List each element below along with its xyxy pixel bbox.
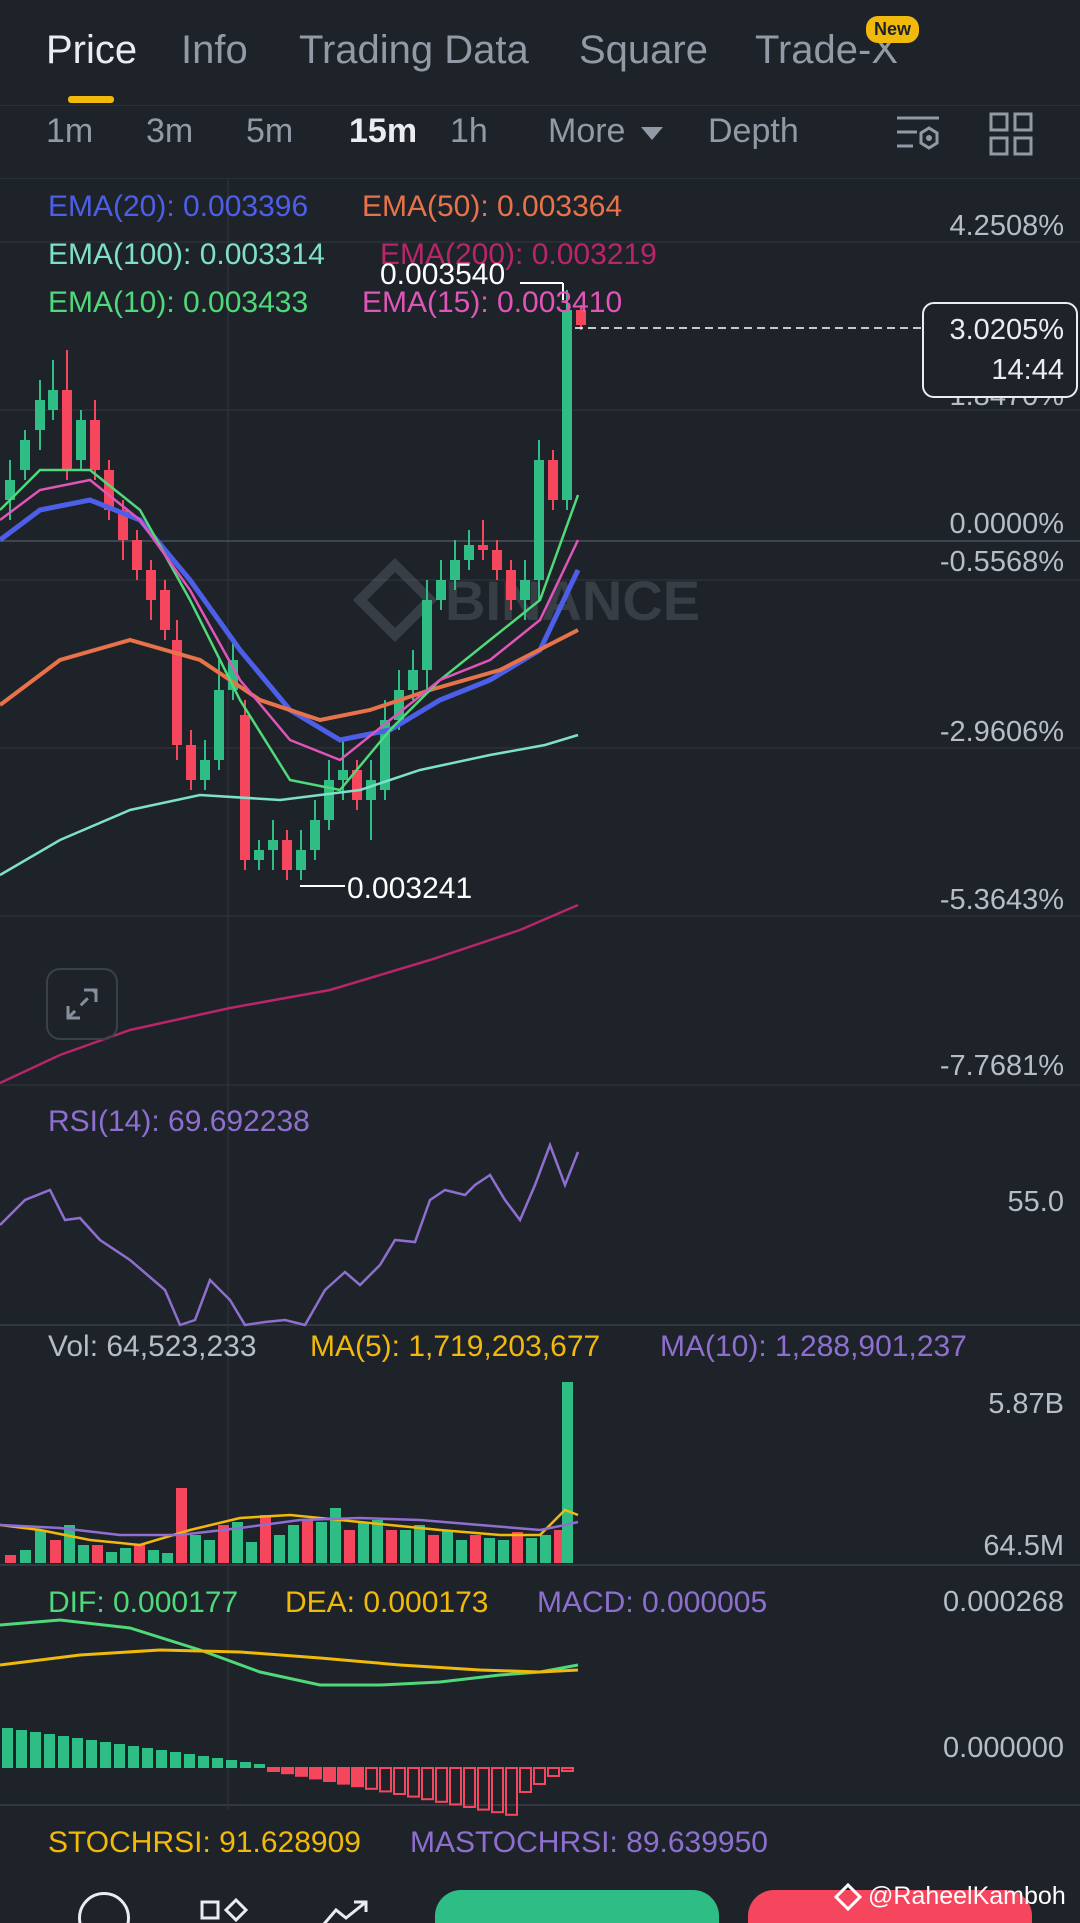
markets-icon[interactable] bbox=[200, 1898, 252, 1923]
sell-button[interactable] bbox=[748, 1890, 1032, 1923]
binance-logo-icon bbox=[833, 1883, 863, 1912]
dea-label: DEA: 0.000173 bbox=[285, 1586, 489, 1619]
ema15-label: EMA(15): 0.003410 bbox=[362, 286, 623, 319]
interval-1h[interactable]: 1h bbox=[450, 112, 488, 150]
tabs-divider bbox=[0, 105, 1080, 106]
dif-label: DIF: 0.000177 bbox=[48, 1586, 239, 1619]
high-price-label: 0.003540 bbox=[380, 258, 506, 291]
depth-tab[interactable]: Depth bbox=[708, 112, 799, 150]
axis-label-3: 0.0000% bbox=[949, 508, 1065, 540]
more-label: More bbox=[548, 112, 626, 150]
axis-label-1: 4.2508% bbox=[949, 210, 1065, 242]
vol-label: Vol: 64,523,233 bbox=[48, 1330, 257, 1363]
interval-15m[interactable]: 15m bbox=[349, 112, 418, 150]
trade-arrow-icon[interactable] bbox=[320, 1898, 372, 1923]
buy-button[interactable] bbox=[435, 1890, 719, 1923]
ma10-line bbox=[0, 1516, 579, 1537]
axis-label-6: -5.3643% bbox=[939, 884, 1064, 916]
axis-label-5: -2.9606% bbox=[939, 716, 1064, 748]
tab-trading-data[interactable]: Trading Data bbox=[299, 28, 529, 72]
ema10-label: EMA(10): 0.003433 bbox=[48, 286, 309, 319]
interval-divider bbox=[0, 178, 1080, 179]
current-price-pct: 3.0205% bbox=[949, 314, 1065, 346]
macd-axis-mid: 0.000000 bbox=[943, 1732, 1064, 1764]
dea-line bbox=[0, 1648, 579, 1674]
interval-3m[interactable]: 3m bbox=[146, 112, 194, 150]
mastochrsi-label: MASTOCHRSI: 89.639950 bbox=[410, 1826, 768, 1859]
low-price-label: 0.003241 bbox=[347, 872, 473, 905]
ema100-label: EMA(100): 0.003314 bbox=[48, 238, 325, 271]
tab-underline bbox=[68, 96, 114, 103]
macd-histogram bbox=[2, 1728, 574, 1816]
ma10-label: MA(10): 1,288,901,237 bbox=[660, 1330, 967, 1363]
ma5-line bbox=[0, 1508, 579, 1547]
rsi-axis-label: 55.0 bbox=[1007, 1186, 1064, 1218]
more-dropdown[interactable]: More bbox=[548, 112, 663, 151]
rsi-line bbox=[0, 1141, 580, 1327]
ema20-label: EMA(20): 0.003396 bbox=[48, 190, 309, 223]
tab-price[interactable]: Price bbox=[46, 28, 138, 72]
countdown-timer: 14:44 bbox=[991, 354, 1064, 386]
expand-icon bbox=[66, 988, 98, 1020]
interval-1m[interactable]: 1m bbox=[46, 112, 94, 150]
tab-info[interactable]: Info bbox=[181, 28, 248, 72]
fullscreen-button[interactable] bbox=[46, 968, 118, 1040]
axis-label-4: -0.5568% bbox=[939, 546, 1064, 578]
grid-layout-icon[interactable] bbox=[989, 112, 1033, 156]
chevron-down-icon bbox=[640, 126, 663, 140]
interval-5m[interactable]: 5m bbox=[246, 112, 294, 150]
ema50-label: EMA(50): 0.003364 bbox=[362, 190, 623, 223]
vol-axis-bottom: 64.5M bbox=[983, 1530, 1064, 1562]
stochrsi-label: STOCHRSI: 91.628909 bbox=[48, 1826, 361, 1859]
ma5-label: MA(5): 1,719,203,677 bbox=[310, 1330, 601, 1363]
chart-settings-icon[interactable] bbox=[895, 112, 943, 156]
dif-line bbox=[0, 1618, 579, 1687]
macd-axis-top: 0.000268 bbox=[943, 1586, 1064, 1618]
ema200-label: EMA(200): 0.003219 bbox=[380, 238, 657, 271]
rsi-label: RSI(14): 69.692238 bbox=[48, 1105, 310, 1138]
user-handle: @RaheelKamboh bbox=[868, 1882, 1066, 1910]
new-badge: New bbox=[866, 16, 920, 43]
user-watermark: @RaheelKamboh bbox=[833, 1882, 1066, 1912]
current-price-box: 3.0205% 14:44 bbox=[922, 302, 1078, 398]
ema-lines-group bbox=[0, 468, 581, 1085]
macd-label: MACD: 0.000005 bbox=[537, 1586, 768, 1619]
tab-square[interactable]: Square bbox=[579, 28, 708, 72]
candles-group bbox=[5, 290, 586, 880]
axis-label-7: -7.7681% bbox=[939, 1050, 1064, 1082]
vol-axis-top: 5.87B bbox=[988, 1388, 1064, 1420]
volume-bars bbox=[5, 1382, 573, 1563]
